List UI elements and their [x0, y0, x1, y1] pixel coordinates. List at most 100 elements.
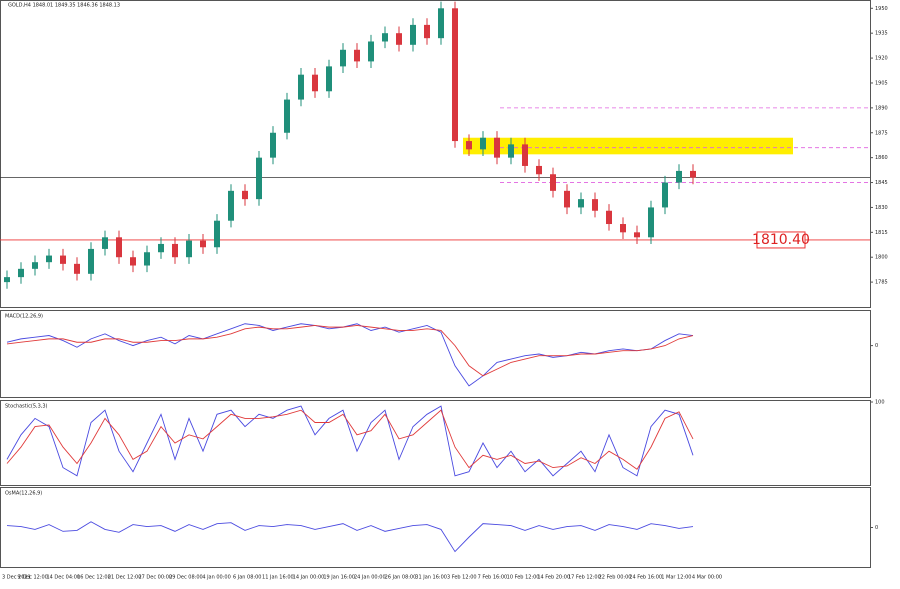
- candle-body: [326, 66, 332, 92]
- candle-body: [284, 99, 290, 133]
- candle-body: [480, 137, 486, 150]
- y-tick-label: 1890: [875, 105, 888, 111]
- candle-body: [592, 199, 598, 211]
- y-tick-label: 1815: [875, 230, 888, 236]
- candle-body: [158, 243, 164, 253]
- y-tick-label: 1920: [875, 56, 888, 62]
- candle-body: [354, 49, 360, 62]
- candle-body: [130, 257, 136, 266]
- x-tick-label: 29 Dec 08:00: [169, 575, 203, 581]
- main-panel: [0, 0, 871, 308]
- x-tick-label: 26 Jan 08:00: [385, 575, 417, 581]
- symbol-header: GOLD,H4 1848.01 1849.35 1846.36 1848.13: [8, 3, 120, 9]
- candle-body: [46, 255, 52, 263]
- candle-body: [18, 268, 24, 278]
- candle-body: [606, 210, 612, 225]
- candle-body: [312, 74, 318, 92]
- candle-body: [662, 182, 668, 208]
- macd-panel: [0, 310, 871, 398]
- x-tick-label: 4 Jan 00:00: [202, 575, 230, 581]
- y-tick-label: 1845: [875, 180, 888, 186]
- y-tick-label: 1875: [875, 130, 888, 136]
- candle-body: [494, 137, 500, 158]
- y-tick-label: 100: [875, 400, 885, 406]
- x-tick-label: 24 Feb 16:00: [629, 575, 662, 581]
- x-tick-label: 17 Feb 12:00: [568, 575, 601, 581]
- candle-body: [690, 170, 696, 178]
- candle-body: [172, 243, 178, 258]
- y-tick-label: 1800: [875, 255, 888, 261]
- indicator-line: [6, 324, 694, 377]
- candle-body: [340, 49, 346, 67]
- candle-body: [186, 240, 192, 258]
- x-tick-label: 3 Dec 2021: [2, 575, 31, 581]
- candle-body: [382, 33, 388, 42]
- candle-body: [550, 174, 556, 191]
- x-tick-label: 6 Jan 08:00: [233, 575, 261, 581]
- x-tick-label: 9 Dec 12:00: [17, 575, 47, 581]
- candle-body: [298, 74, 304, 100]
- indicator-line: [6, 521, 694, 553]
- candle-body: [620, 224, 626, 233]
- candle-body: [102, 237, 108, 249]
- y-tick-label: 1860: [875, 155, 888, 161]
- candle-body: [116, 237, 122, 258]
- candle-body: [228, 190, 234, 221]
- candle-body: [144, 252, 150, 266]
- y-tick-label: 1950: [875, 6, 888, 12]
- indicator-title: Stochastic(5,3,3): [5, 404, 48, 410]
- candle-body: [634, 232, 640, 238]
- x-tick-label: 24 Jan 00:00: [354, 575, 386, 581]
- indicator-line: [6, 409, 694, 470]
- x-tick-label: 1 Mar 12:00: [661, 575, 691, 581]
- y-tick-label: 1905: [875, 80, 888, 86]
- x-tick-label: 11 Jan 16:00: [262, 575, 294, 581]
- x-tick-label: 16 Dec 12:00: [77, 575, 111, 581]
- candle-body: [88, 248, 94, 274]
- x-tick-label: 3 Feb 12:00: [447, 575, 477, 581]
- candle-body: [270, 132, 276, 158]
- candle-body: [522, 144, 528, 166]
- candle-body: [648, 207, 654, 238]
- candle-body: [32, 262, 38, 269]
- x-tick-label: 14 Jan 00:00: [293, 575, 325, 581]
- x-tick-label: 21 Dec 12:00: [108, 575, 142, 581]
- x-tick-label: 10 Feb 12:00: [507, 575, 540, 581]
- candle-body: [214, 220, 220, 248]
- candle-body: [74, 263, 80, 274]
- x-tick-label: 22 Feb 00:00: [599, 575, 632, 581]
- indicator-line: [6, 323, 694, 387]
- candle-body: [396, 33, 402, 45]
- candle-body: [536, 165, 542, 175]
- candle-body: [4, 277, 10, 283]
- candle-body: [438, 8, 444, 39]
- supply-zone: [463, 137, 793, 155]
- candle-body: [466, 141, 472, 150]
- y-tick-label: 1935: [875, 31, 888, 37]
- x-tick-label: 14 Feb 20:00: [537, 575, 570, 581]
- x-tick-label: 4 Mar 00:00: [692, 575, 722, 581]
- y-tick-label: 1830: [875, 205, 888, 211]
- support-label: 1810.40: [752, 232, 810, 248]
- indicator-title: OsMA(12,26,9): [5, 491, 42, 497]
- candle-body: [256, 157, 262, 200]
- y-tick-label: 1785: [875, 280, 888, 286]
- indicator-line: [6, 405, 694, 477]
- x-tick-label: 19 Jan 16:00: [323, 575, 355, 581]
- candle-body: [200, 240, 206, 248]
- support-box: [756, 231, 806, 249]
- candle-body: [676, 170, 682, 183]
- y-tick-label: 0: [875, 343, 878, 349]
- y-tick-label: 0: [875, 525, 878, 531]
- candle-body: [452, 8, 458, 142]
- x-tick-label: 31 Jan 16:00: [415, 575, 447, 581]
- x-tick-label: 7 Feb 16:00: [478, 575, 508, 581]
- candle-body: [564, 190, 570, 208]
- candle-body: [368, 41, 374, 62]
- stoch-panel: [0, 400, 871, 486]
- candle-body: [410, 24, 416, 45]
- x-tick-label: 14 Dec 04:00: [46, 575, 80, 581]
- candle-body: [60, 255, 66, 264]
